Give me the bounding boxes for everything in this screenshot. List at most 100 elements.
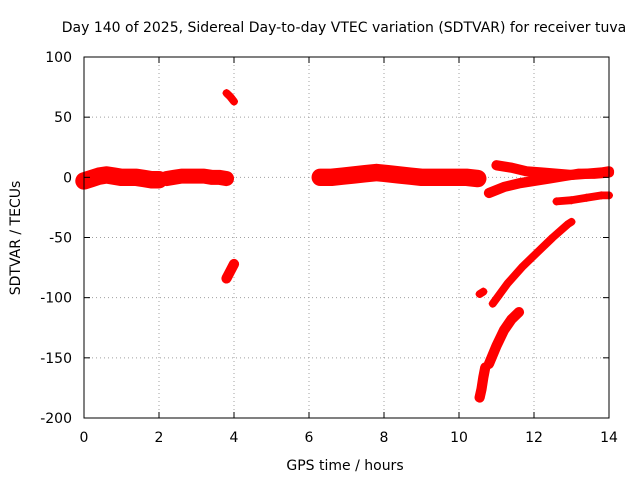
x-tick-label: 8 [380,430,389,446]
x-tick-label: 6 [305,430,314,446]
y-tick-label: -200 [40,411,72,427]
data-point [222,174,231,183]
data-point [575,169,583,178]
data-point [481,363,490,372]
data-point [361,169,370,178]
series-band [488,217,576,308]
series-band [474,362,491,403]
data-point [215,173,223,182]
data-point [117,173,126,182]
data-point [395,170,403,179]
data-point [162,174,171,183]
series-seg-bottom [474,362,491,403]
x-tick-label: 12 [525,430,543,446]
data-point [327,173,336,182]
data-point [406,172,415,181]
data-point [500,326,508,335]
data-point [451,173,460,182]
x-tick-label: 2 [155,430,164,446]
x-tick-label: 4 [230,430,239,446]
series-seg-late-neg5 [483,167,615,199]
data-point [316,173,325,182]
y-tick-label: -150 [40,351,72,367]
plot-frame [83,56,610,419]
data-point [492,161,501,170]
data-point [567,217,576,226]
y-tick-label: 100 [45,50,72,66]
series-seg-spike-high [222,89,238,106]
data-point [515,179,523,188]
data-point [140,174,148,183]
axis-ticks: 0 2 4 6 8 10 12 14 -200 -150 -100 -50 0 50 100 [40,50,618,446]
data-point [417,173,426,182]
x-tick-label: 14 [600,430,618,446]
data-point [533,247,542,256]
data-point [440,173,448,182]
x-tick-label: 10 [450,430,468,446]
y-tick-label: 50 [54,110,72,126]
data-point [507,163,516,172]
data-point [372,168,381,177]
data-point [545,174,553,183]
data-point [350,170,358,179]
data-point [507,315,516,324]
data-point [170,173,178,182]
data-point [338,172,347,181]
series-seg-pt-neg95 [475,287,488,299]
data-point [192,172,201,181]
data-point [230,259,238,268]
data-point [479,287,488,296]
data-point [462,173,471,182]
data-point [590,169,598,178]
data-point [87,174,96,183]
x-tick-label: 0 [80,430,89,446]
data-point [560,172,568,181]
data-point [485,188,493,197]
data-point [530,176,538,185]
data-point [503,279,512,288]
data-series [75,89,615,403]
y-axis-label: SDTVAR / TECUs [8,181,24,296]
data-point [226,92,235,101]
data-point [185,172,193,181]
data-point [515,308,523,317]
series-seg-mid [311,163,487,188]
data-point [518,262,527,271]
data-point [567,196,576,205]
series-seg-spike-low [221,258,240,284]
data-point [110,172,118,181]
y-tick-label: -100 [40,291,72,307]
data-point [226,267,235,276]
data-point [230,97,238,106]
data-point [222,274,231,283]
data-point [522,167,531,176]
data-point [582,193,591,202]
data-point [147,175,156,184]
data-point [473,174,482,183]
x-axis-label: GPS time / hours [286,458,403,474]
data-point [132,173,141,182]
data-point [428,173,437,182]
series-seg-early-2 [158,168,235,187]
y-tick-label: 0 [63,170,72,186]
chart-title: Day 140 of 2025, Sidereal Day-to-day VTE… [62,20,626,36]
data-point [492,341,501,350]
data-point [200,172,208,181]
data-point [102,170,111,179]
data-point [207,173,216,182]
y-tick-label: -50 [49,231,72,247]
grid [84,57,609,418]
data-point [552,197,561,206]
data-point [125,173,133,182]
data-point [95,172,103,181]
data-point [222,89,231,98]
data-point [475,393,484,402]
series-seg-diag-long [488,217,576,308]
data-point [479,373,488,382]
data-point [548,233,557,242]
data-point [500,182,508,191]
data-point [597,191,606,200]
series-seg-diag-steep [483,306,525,369]
data-point [177,172,186,181]
